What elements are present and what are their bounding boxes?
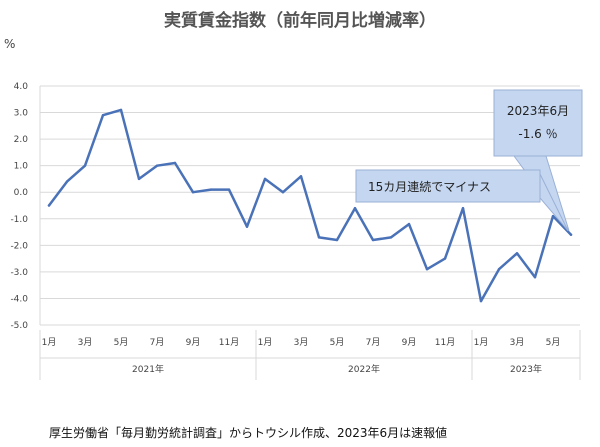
data-point: [407, 222, 411, 226]
series-layer: [47, 108, 573, 303]
data-point: [191, 191, 195, 194]
data-point: [515, 252, 519, 255]
x-tick-label: 11月: [219, 337, 239, 348]
x-tick-label: 1月: [42, 337, 57, 348]
data-point: [299, 175, 303, 178]
y-tick-label: -4.0: [10, 294, 28, 304]
data-point: [227, 188, 231, 191]
data-point: [479, 299, 483, 303]
data-point: [209, 188, 213, 191]
data-point: [569, 233, 573, 236]
data-point: [317, 236, 321, 239]
x-tick-label: 3月: [294, 337, 309, 348]
data-point: [497, 268, 501, 271]
x-tick-label: 5月: [330, 337, 345, 348]
year-label: 2021年: [132, 363, 164, 375]
callout-latest-date: 2023年6月: [507, 104, 569, 118]
y-tick-label: -2.0: [10, 241, 28, 251]
data-point: [371, 238, 375, 242]
x-tick-label: 5月: [546, 337, 561, 348]
callouts: 2023年6月 -1.6 ％ 15カ月連続でマイナス: [355, 89, 583, 232]
callout-streak-box: [355, 169, 541, 203]
x-tick-label: 9月: [402, 337, 417, 348]
year-label: 2023年: [510, 363, 542, 375]
y-tick-label: 0.0: [14, 188, 29, 198]
x-tick-label: 9月: [186, 337, 201, 348]
data-point: [65, 180, 69, 183]
source-note: 厚生労働省「毎月勤労統計調査」からトウシル作成、2023年6月は速報値: [49, 425, 447, 440]
series-line: [47, 108, 573, 303]
callout-streak-text: 15カ月連続でマイナス: [368, 180, 491, 194]
y-tick-label: 1.0: [14, 162, 29, 172]
callout-latest-box: [493, 89, 583, 157]
y-tick-labels: 4.0 3.0 2.0 1.0 0.0 -1.0 -2.0 -3.0 -4.0 -5.0: [10, 82, 28, 331]
data-point: [245, 225, 249, 228]
data-point: [389, 236, 393, 239]
gridlines: [40, 85, 580, 326]
chart-title: 実質賃金指数（前年同月比増減率）: [164, 10, 436, 31]
data-point: [155, 164, 159, 167]
x-tick-label: 7月: [366, 337, 381, 348]
data-point: [533, 276, 537, 279]
data-point: [137, 177, 141, 181]
x-tick-label: 11月: [435, 337, 455, 348]
x-tick-labels: 1月 3月 5月 7月 9月 11月 1月 3月 5月 7月 9月 11月 1月 3月 5月: [42, 337, 561, 348]
data-point: [335, 238, 339, 242]
x-tick-label: 1月: [474, 337, 489, 348]
y-axis-unit: %: [4, 37, 15, 51]
y-tick-label: 3.0: [14, 109, 29, 119]
y-tick-label: -1.0: [10, 215, 28, 225]
data-point: [101, 114, 105, 117]
y-tick-label: -3.0: [10, 268, 28, 278]
x-tick-label: 3月: [78, 337, 93, 348]
callout-latest-value: -1.6 ％: [518, 127, 557, 141]
y-tick-label: 4.0: [14, 82, 29, 92]
data-point: [281, 191, 285, 194]
data-point: [173, 161, 177, 165]
y-tick-label: -5.0: [10, 321, 28, 331]
y-tick-label: 2.0: [14, 135, 29, 145]
x-tick-label: 7月: [150, 337, 165, 348]
data-point: [443, 257, 447, 260]
data-point: [551, 214, 555, 218]
data-point: [263, 177, 267, 181]
data-point: [119, 108, 123, 112]
data-point: [353, 206, 357, 210]
data-point: [425, 268, 429, 271]
x-tick-label: 5月: [114, 337, 129, 348]
data-point: [461, 206, 465, 210]
x-tick-label: 3月: [510, 337, 525, 348]
data-point: [47, 204, 51, 207]
year-axis: 2021年 2022年 2023年: [39, 330, 581, 380]
x-tick-label: 1月: [258, 337, 273, 348]
data-point: [83, 164, 87, 167]
year-label: 2022年: [348, 363, 380, 375]
